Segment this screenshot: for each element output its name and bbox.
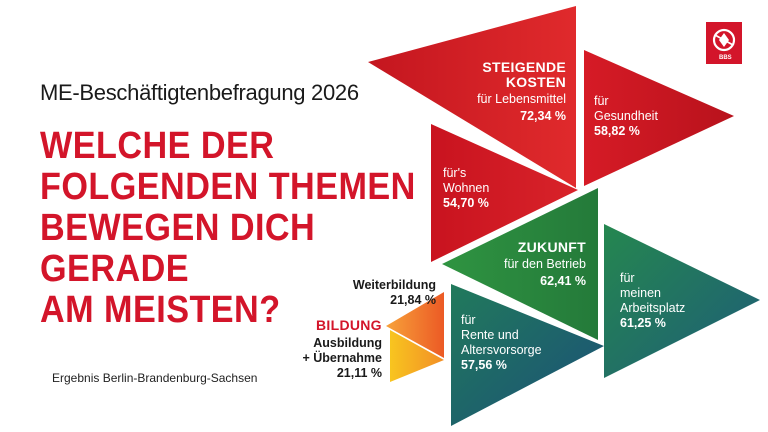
text-arbeitsplatz-1: für xyxy=(620,271,635,285)
result-note: Ergebnis Berlin-Brandenburg-Sachsen xyxy=(52,371,258,385)
header-zukunft: ZUKUNFT xyxy=(517,239,586,255)
text-lebensmittel: für Lebensmittel xyxy=(477,92,566,106)
text-gesundheit-2: Gesundheit xyxy=(594,109,658,123)
value-arbeitsplatz: 61,25 % xyxy=(620,316,666,330)
triangle-wohnen xyxy=(431,124,578,262)
text-rente-3: Altersvorsorge xyxy=(461,343,542,357)
value-gesundheit: 58,82 % xyxy=(594,124,640,138)
question-line: GERADE xyxy=(40,248,190,290)
text-rente-2: Rente und xyxy=(461,328,519,342)
value-weiterbildung: 21,84 % xyxy=(390,293,436,307)
label-wohnen: für's Wohnen 54,70 % xyxy=(443,166,489,211)
text-weiterbildung: Weiterbildung xyxy=(352,278,436,292)
triangle-ausbildung xyxy=(390,330,444,382)
label-weiterbildung: Weiterbildung 21,84 % xyxy=(300,278,436,308)
header-steigende: STEIGENDE xyxy=(482,59,566,75)
question-line: BEWEGEN DICH xyxy=(40,207,316,249)
text-betrieb: für den Betrieb xyxy=(504,257,586,271)
text-ausbildung-1: Ausbildung xyxy=(313,336,382,350)
triangle-arbeitsplatz xyxy=(604,224,760,378)
header-kosten: KOSTEN xyxy=(505,74,566,90)
value-betrieb: 62,41 % xyxy=(540,274,586,288)
label-lebensmittel: STEIGENDE KOSTEN für Lebensmittel 72,34 … xyxy=(446,60,566,124)
triangle-lebensmittel xyxy=(368,6,576,188)
triangle-betrieb xyxy=(442,188,598,340)
triangle-weiterbildung xyxy=(386,292,444,358)
value-lebensmittel: 72,34 % xyxy=(520,109,566,123)
main-question: WELCHE DER FOLGENDEN THEMEN BEWEGEN DICH… xyxy=(40,126,416,331)
question-line: AM MEISTEN? xyxy=(40,289,281,331)
triangle-gesundheit xyxy=(584,50,734,186)
text-arbeitsplatz-3: Arbeitsplatz xyxy=(620,301,686,315)
survey-title: ME-Beschäftigtenbefragung 2026 xyxy=(40,80,359,105)
value-rente: 57,56 % xyxy=(461,358,507,372)
value-ausbildung: 21,11 % xyxy=(336,366,382,380)
question-line: FOLGENDEN THEMEN xyxy=(40,166,416,208)
header-bildung: BILDUNG xyxy=(316,317,382,333)
text-wohnen-1: für's xyxy=(443,166,467,180)
label-gesundheit: für Gesundheit 58,82 % xyxy=(594,94,658,139)
text-arbeitsplatz-2: meinen xyxy=(620,286,661,300)
text-gesundheit-1: für xyxy=(594,94,609,108)
text-ausbildung-2: + Übernahme xyxy=(302,351,382,365)
label-ausbildung: Ausbildung + Übernahme 21,11 % xyxy=(282,336,382,381)
text-wohnen-2: Wohnen xyxy=(443,181,490,195)
logo-text: BBS xyxy=(719,55,732,61)
label-rente: für Rente und Altersvorsorge 57,56 % xyxy=(461,313,542,373)
label-arbeitsplatz: für meinen Arbeitsplatz 61,25 % xyxy=(620,271,685,331)
triangle-rente xyxy=(451,284,604,426)
value-wohnen: 54,70 % xyxy=(443,196,489,210)
ig-metall-logo xyxy=(706,22,742,64)
label-betrieb: ZUKUNFT für den Betrieb 62,41 % xyxy=(476,240,586,289)
question-line: WELCHE DER xyxy=(40,125,275,167)
text-rente-1: für xyxy=(461,313,476,327)
